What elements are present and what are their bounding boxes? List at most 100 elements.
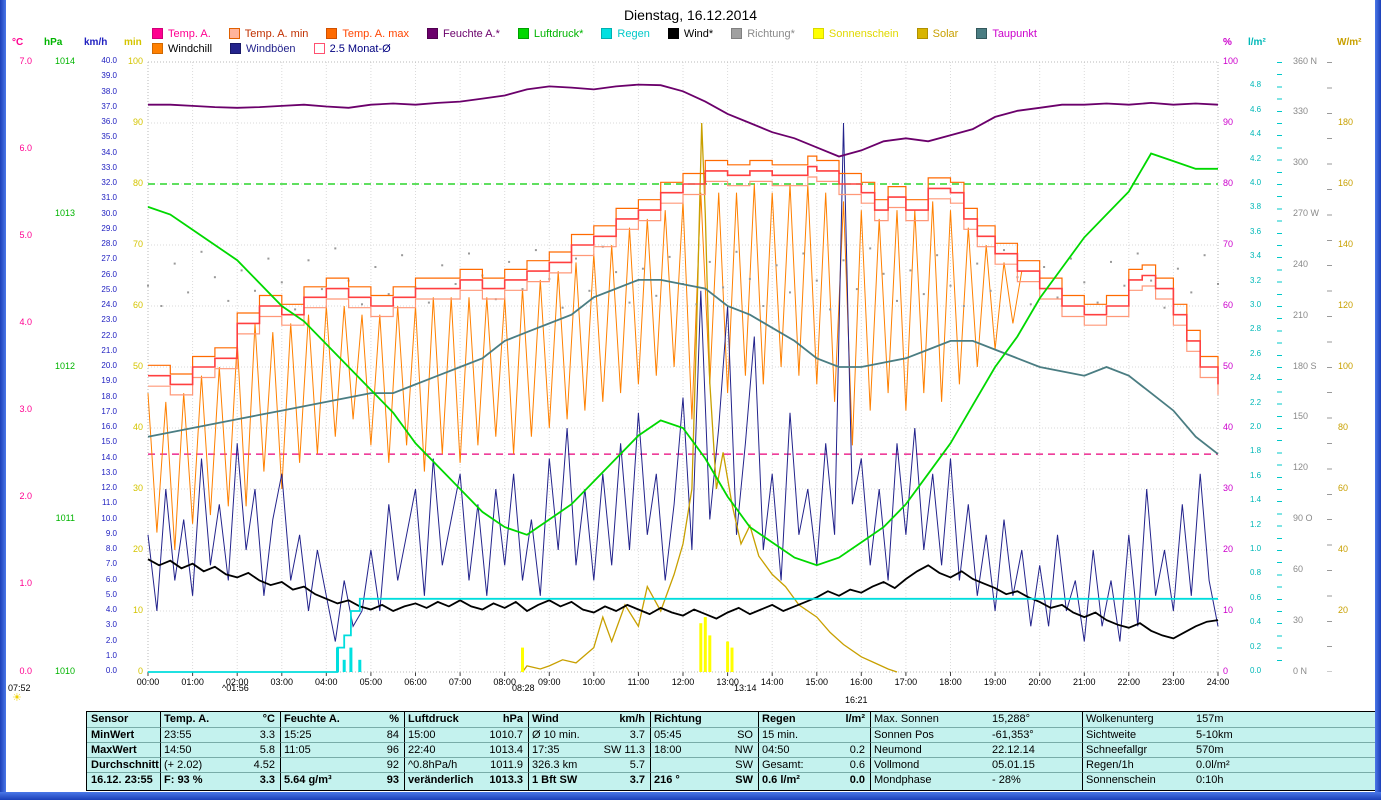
- axis-tick-tempC: 7.0: [19, 55, 32, 66]
- legend-label: Luftdruck*: [533, 27, 584, 40]
- axis-tick-lm2: 4.0: [1250, 178, 1262, 187]
- axis-tick-kmh: 29.0: [101, 223, 117, 233]
- astro-time-marker: 07:52: [8, 683, 31, 693]
- deg-minor-ticks: [1327, 62, 1332, 672]
- axis-tick-pct: 20: [1223, 543, 1234, 554]
- window-border-left: [0, 0, 6, 800]
- axis-tick-deg: 0 N: [1293, 665, 1308, 676]
- legend-swatch-icon: [230, 43, 242, 54]
- axis-tick-lm2: 1.4: [1250, 495, 1262, 505]
- x-axis-label: 18:00: [939, 677, 962, 687]
- legend-item-temp-a-max: Temp. A. max: [326, 28, 409, 40]
- axis-tick-kmh: 35.0: [101, 132, 117, 142]
- stats-astro-label: Vollmond: [871, 758, 989, 773]
- axis-tick-kmh: 18.0: [101, 391, 117, 401]
- legend-item-taupunkt: Taupunkt: [976, 28, 1037, 40]
- x-axis-label: 02:00: [225, 677, 249, 687]
- legend-item-regen: Regen: [601, 28, 650, 40]
- axis-tick-minutes: 0: [137, 665, 143, 676]
- legend-item-luftdruck-: Luftdruck*: [517, 27, 584, 40]
- stats-astro-value: 05.01.15: [989, 758, 1083, 773]
- stats-luftdruck-value: 1011.9: [475, 758, 529, 773]
- legend-item-solar: Solar: [916, 27, 959, 40]
- stats-wind-label: 1 Bft SW: [532, 774, 578, 786]
- stats-feuchte-label: 15:25: [281, 728, 347, 743]
- stats-luftdruck-label: veränderlich: [408, 774, 474, 786]
- stats-extra-value: 0.0l/m²: [1193, 758, 1376, 773]
- axis-tick-minutes: 90: [132, 116, 143, 127]
- stats-luftdruck-value: 1010.7: [475, 728, 529, 743]
- axis-tick-hpa: 1014: [54, 55, 75, 66]
- stats-temp-value: 5.8: [225, 743, 281, 758]
- stats-richtung-value: SO: [709, 728, 759, 743]
- astro-time-marker: 16:21: [845, 695, 868, 705]
- legend-swatch-icon: [313, 43, 325, 54]
- sunrise-icon: ☀: [12, 692, 22, 704]
- x-axis-label: 20:00: [1028, 677, 1051, 687]
- axis-tick-lm2: 4.2: [1250, 153, 1262, 163]
- axis-tick-hpa: 1012: [54, 360, 75, 371]
- stats-table: Sensor Temp. A. °C Feuchte A.% Luftdruck hPa W…: [86, 711, 1377, 791]
- axis-tick-pct: 30: [1223, 482, 1234, 493]
- axis-tick-deg: 210: [1293, 309, 1309, 320]
- legend-label: 2.5 Monat-Ø: [329, 42, 391, 55]
- axis-tick-lm2: 1.6: [1250, 470, 1262, 480]
- legend-label: Wind*: [683, 27, 714, 40]
- stats-temp-value: 3.3: [225, 773, 281, 790]
- axis-tick-hpa: 1013: [54, 208, 75, 218]
- axis-tick-pct: 0: [1223, 665, 1229, 676]
- axis-tick-tempC: 6.0: [19, 142, 32, 153]
- axis-tick-deg: 240: [1293, 258, 1309, 269]
- axis-tick-kmh: 16.0: [101, 422, 117, 431]
- axis-tick-minutes: 50: [132, 360, 143, 371]
- x-axis-label: 23:00: [1162, 677, 1185, 687]
- astro-time-marker: ˇ13:14: [731, 683, 757, 693]
- axis-tick-deg: 360 N: [1293, 55, 1318, 66]
- legend-swatch-icon: [812, 28, 824, 39]
- plot-area: [147, 61, 1219, 676]
- stats-extra-value: 0:10h: [1193, 773, 1376, 790]
- stats-extra-label: Regen/1h: [1083, 758, 1193, 773]
- axis-header-lm: l/m²: [1248, 37, 1266, 48]
- legend-swatch-icon: [976, 28, 988, 39]
- legend-item-temp-a-min: Temp. A. min: [228, 28, 308, 40]
- chart-plot-svg: [147, 61, 1219, 676]
- axis-header-%: %: [1223, 37, 1232, 48]
- stats-wind-value: km/h: [597, 712, 651, 728]
- stats-astro-label: Sonnen Pos: [871, 728, 989, 743]
- legend-swatch-icon: [228, 28, 240, 39]
- axis-tick-minutes: 70: [132, 238, 143, 249]
- stats-temp-value: °C: [225, 712, 281, 728]
- stats-temp-label: Temp. A.: [161, 712, 225, 728]
- x-axis-label: 09:00: [538, 677, 561, 687]
- axis-tick-lm2: 3.4: [1250, 251, 1262, 261]
- x-axis-label: 01:00: [181, 677, 204, 687]
- legend-swatch-icon: [517, 28, 529, 39]
- stats-luftdruck-value: 1013.4: [475, 743, 529, 758]
- legend-label: Solar: [932, 27, 959, 40]
- stats-astro-label: Max. Sonnen: [871, 712, 989, 728]
- axis-tick-kmh: 11.0: [102, 498, 117, 508]
- axis-tick-lm2: 3.0: [1250, 300, 1262, 309]
- x-axis-label: 15:00: [805, 677, 829, 687]
- stats-astro-value: - 28%: [989, 773, 1083, 790]
- stats-astro-label: Neumond: [871, 743, 989, 758]
- axis-tick-deg: 270 W: [1293, 208, 1320, 218]
- stats-feuchte-value: 92: [347, 758, 405, 773]
- axis-tick-lm2: 1.2: [1250, 519, 1262, 529]
- axis-tick-kmh: 8.0: [105, 544, 117, 553]
- axis-tick-deg: 150: [1293, 411, 1309, 422]
- x-axis-label: 13:00: [716, 677, 739, 687]
- axis-tick-lm2: 2.0: [1250, 422, 1262, 431]
- legend-swatch-icon: [731, 28, 743, 39]
- axis-tick-deg: 60: [1293, 563, 1304, 574]
- axis-tick-kmh: 6.0: [105, 574, 117, 584]
- x-axis-label: 03:00: [270, 677, 294, 687]
- stats-regen-label: Gesamt:: [759, 758, 821, 773]
- legend-label: Temp. A. max: [342, 27, 410, 40]
- axis-tick-kmh: 32.0: [101, 178, 117, 187]
- axis-tick-tempC: 2.0: [19, 491, 32, 502]
- stats-wind-label: Wind: [529, 712, 597, 728]
- stats-row-label: MaxWert: [87, 743, 161, 758]
